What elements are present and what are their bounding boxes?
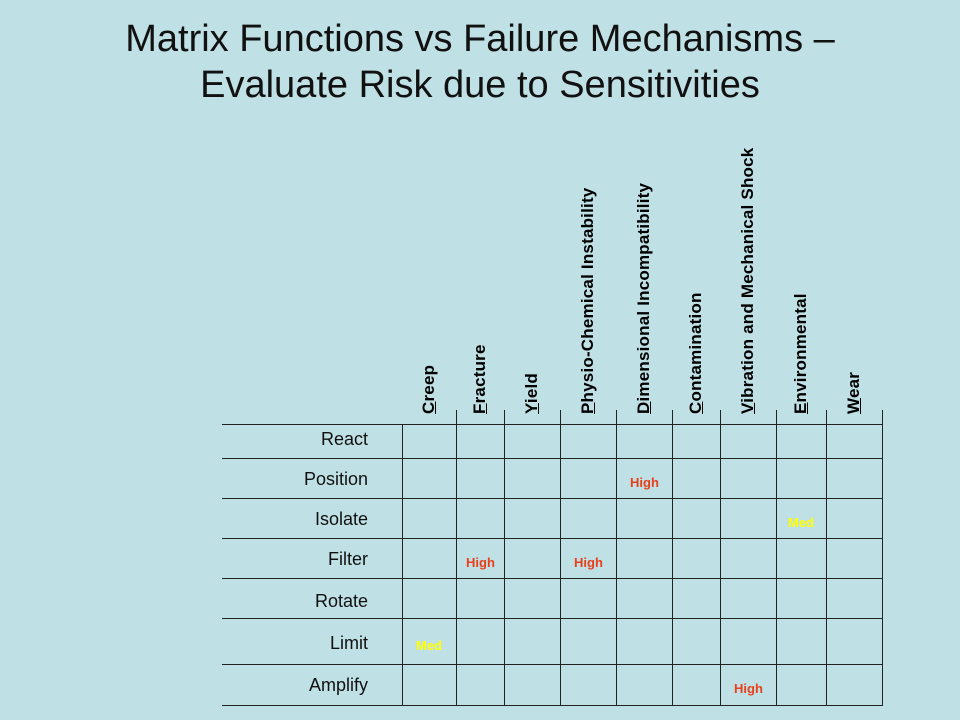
column-header-label: Vibration and Mechanical Shock [738, 147, 757, 414]
column-header-label: Environmental [791, 293, 810, 414]
grid-vline [402, 424, 403, 706]
grid-vline [456, 410, 457, 706]
grid-hline [222, 458, 883, 459]
grid-hline [222, 618, 883, 619]
grid-vline [720, 410, 721, 706]
column-header-label: Creep [419, 364, 438, 414]
grid-vline [882, 410, 883, 706]
risk-value-high: High [466, 555, 495, 570]
row-label: Position [303, 469, 368, 489]
risk-value-high: High [574, 555, 603, 570]
column-header-label: Yield [522, 372, 541, 414]
grid-hline [222, 498, 883, 499]
column-header-label: Contamination [686, 292, 705, 414]
row-label: Rotate [314, 591, 368, 611]
page-title: Matrix Functions vs Failure Mechanisms –… [0, 16, 960, 108]
grid-vline [616, 410, 617, 706]
grid-hline [222, 705, 883, 706]
grid-vline [826, 410, 827, 706]
risk-value-high: High [630, 475, 659, 490]
grid-hline [222, 664, 883, 665]
row-label: Amplify [308, 675, 368, 695]
column-header-label: Dimensional Incompatibility [634, 182, 653, 414]
column-header-label: Physio-Chemical Instability [578, 187, 597, 414]
grid-hline [222, 578, 883, 579]
column-header-label: Wear [844, 371, 863, 414]
grid-vline [560, 410, 561, 706]
risk-value-high: High [734, 681, 763, 696]
title-line-2: Evaluate Risk due to Sensitivities [200, 64, 760, 106]
grid-vline [504, 410, 505, 706]
column-header-label: Fracture [470, 344, 489, 414]
grid-hline [222, 424, 883, 425]
row-label: Limit [329, 633, 368, 653]
row-label: React [320, 429, 368, 449]
grid-hline [222, 538, 883, 539]
risk-value-med: Med [788, 515, 814, 530]
title-line-1: Matrix Functions vs Failure Mechanisms – [125, 18, 835, 60]
row-label: Filter [328, 549, 368, 569]
row-label: Isolate [314, 509, 368, 529]
risk-value-med: Med [416, 638, 442, 653]
grid-vline [672, 410, 673, 706]
grid-vline [776, 410, 777, 706]
